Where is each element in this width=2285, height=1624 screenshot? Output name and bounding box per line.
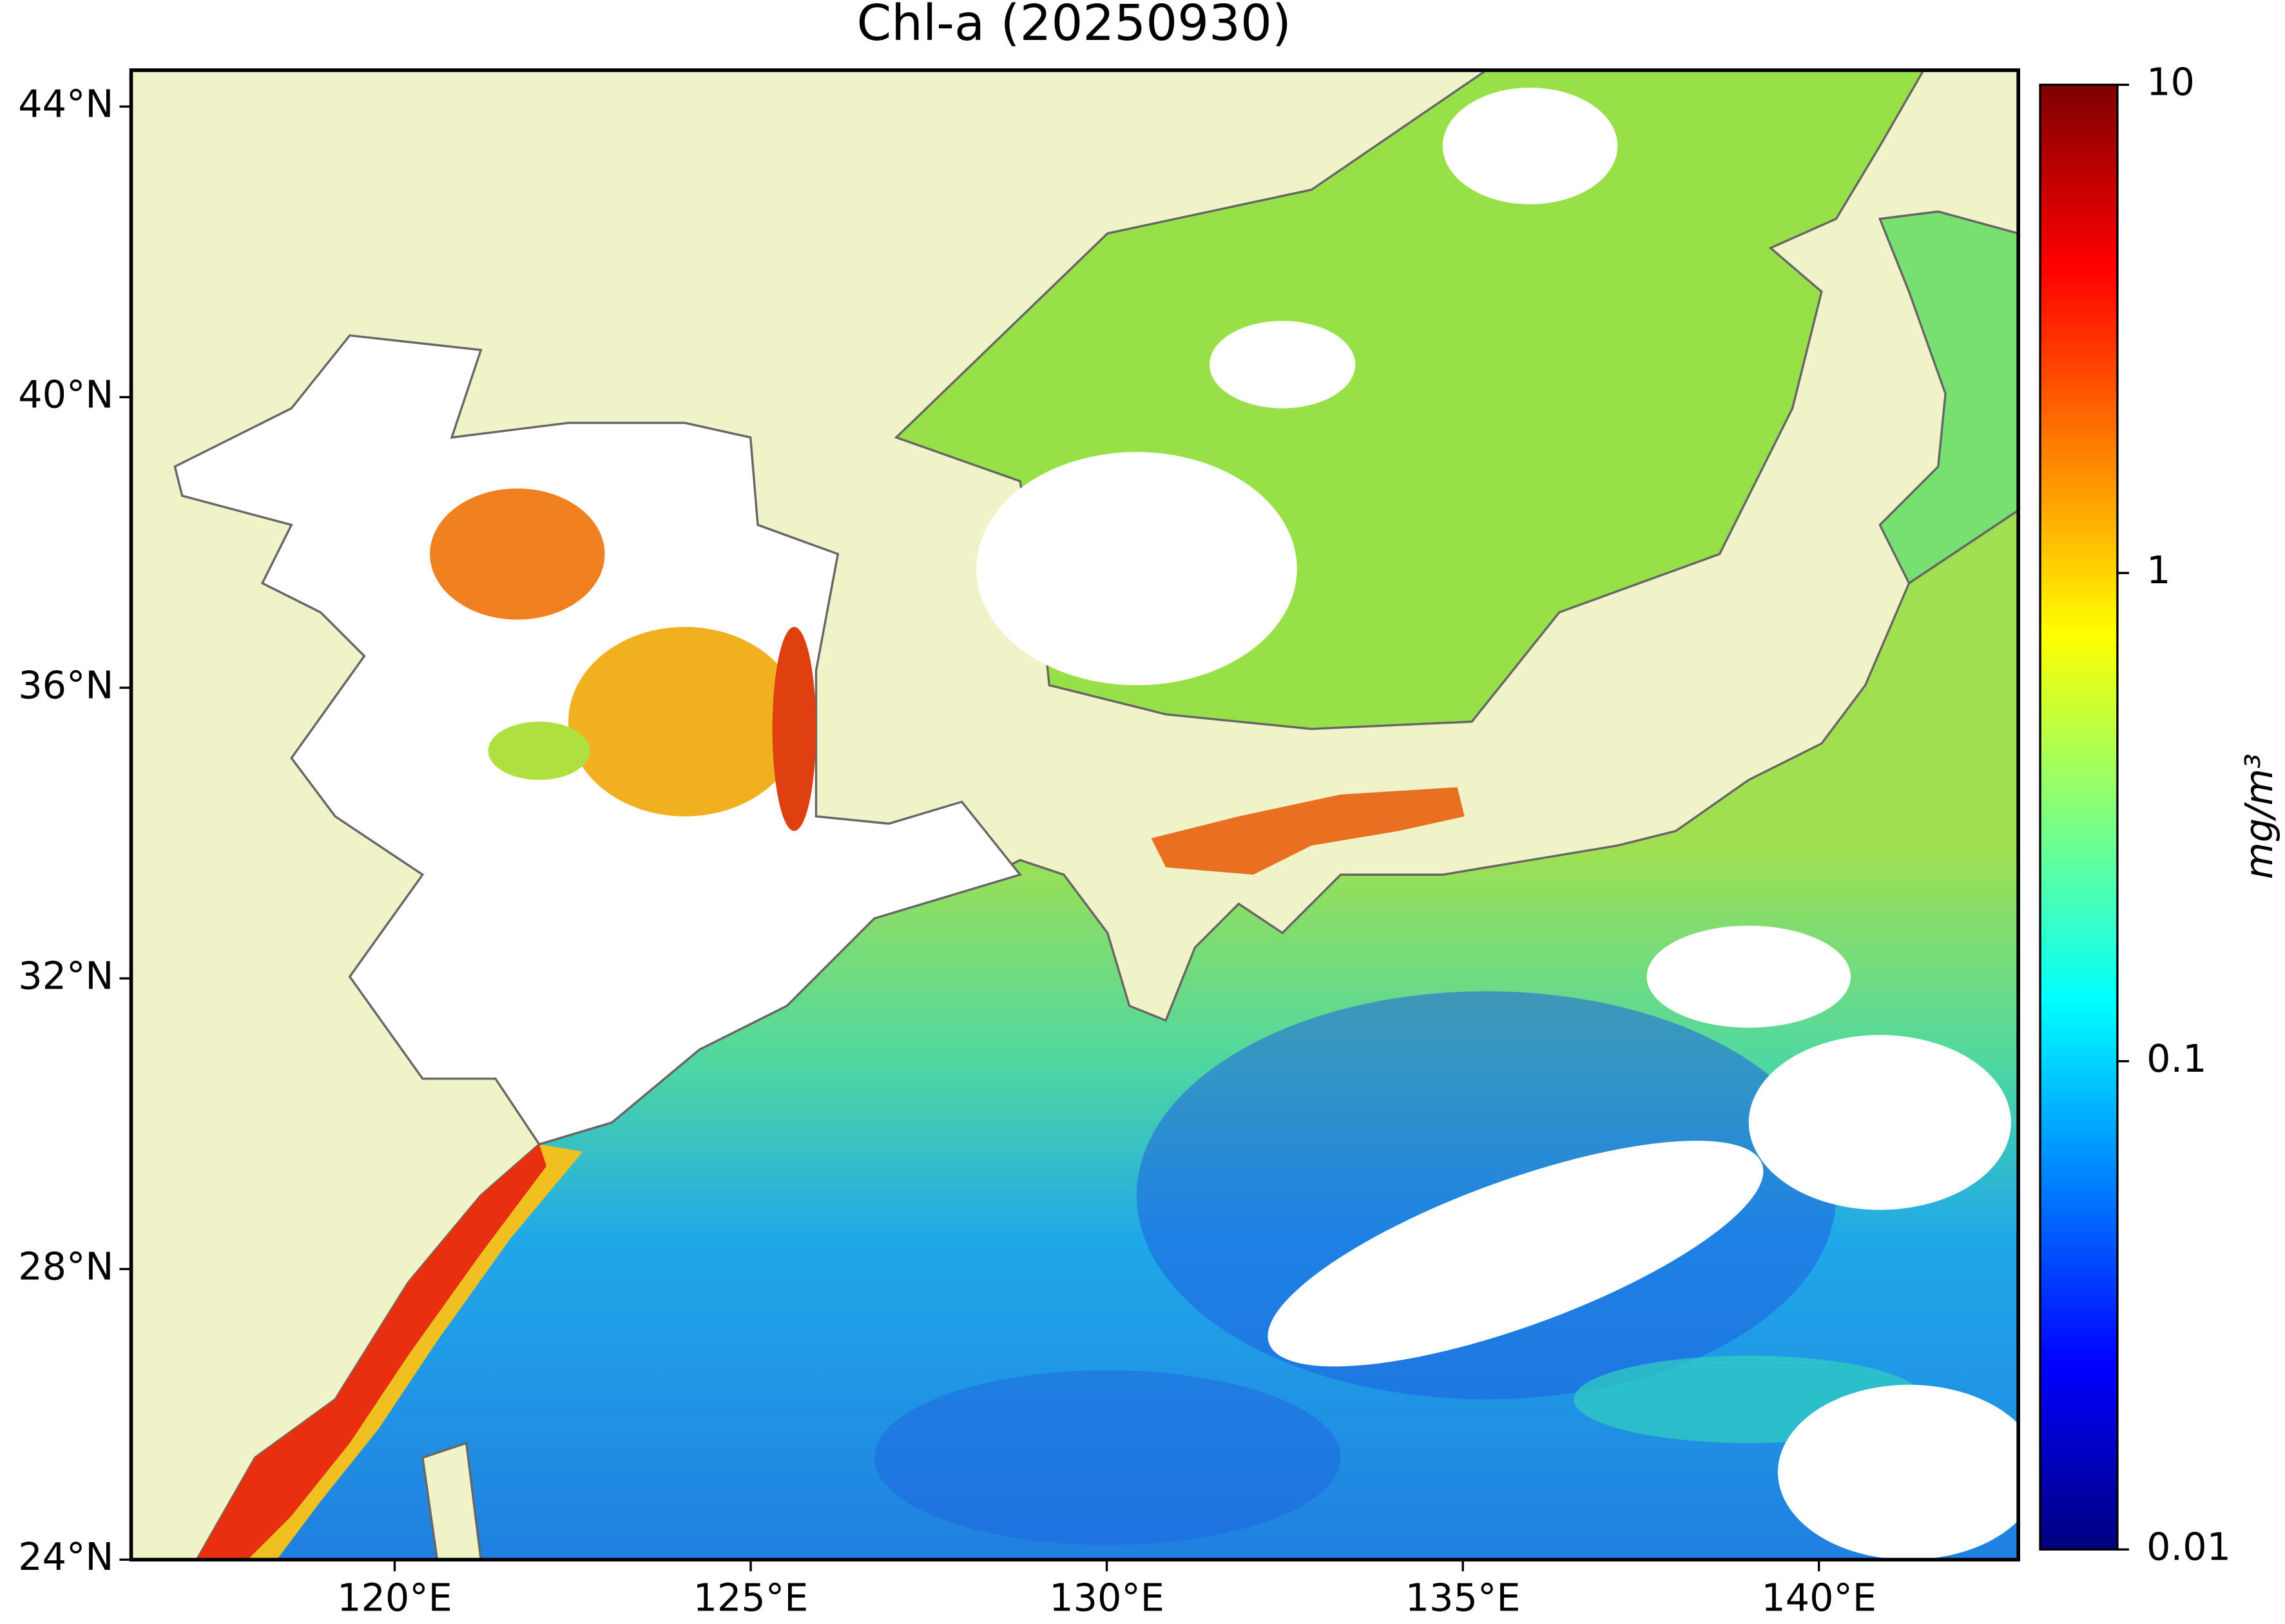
y-tick-label: 40°N [18,372,113,416]
cloud [1210,320,1356,409]
y-tick-label: 32°N [18,953,113,998]
y-tick-label: 36°N [18,662,113,707]
map [131,70,2019,1560]
ocean-east [1878,210,2019,585]
taiwan [421,1441,482,1560]
high-chl-patch [488,721,590,780]
colorbar-tick-label: 0.1 [2146,1036,2206,1081]
colorbar-tick-label: 1 [2146,548,2170,592]
cloud [1268,1141,1764,1367]
cloud [1778,1384,2019,1560]
coastal-red [197,1144,547,1560]
colorbar-label: mg/m³ [2237,753,2281,879]
high-chl-patch [430,488,605,620]
cloud [1748,1035,2011,1210]
x-tick-label: 140°E [1761,1576,1876,1620]
plot-frame [129,68,2020,1561]
seto-inland-sea [1151,787,1465,875]
high-chl-patch [568,626,802,817]
cloud [1646,925,1851,1028]
y-tick-label: 28°N [18,1244,113,1288]
x-tick-label: 135°E [1405,1576,1521,1620]
axes: 120°E 125°E 130°E 135°E 140°E 24°N 28°N 32°N 36°… [18,60,2231,1620]
x-tick-label: 120°E [337,1576,452,1620]
cloud [1442,88,1618,204]
colorbar [2039,83,2119,1551]
colorbar-tick-label: 0.01 [2146,1524,2231,1569]
x-tick-label: 130°E [1049,1576,1164,1620]
chart-title: Chl-a (20250930) [857,0,1291,52]
y-tick-label: 44°N [18,81,113,126]
low-chl-patch [874,1370,1341,1545]
high-chl-patch [772,626,816,831]
colorbar-tick-label: 10 [2146,60,2195,104]
x-tick-label: 125°E [693,1576,809,1620]
cloud [976,452,1297,686]
y-tick-label: 24°N [18,1534,113,1579]
